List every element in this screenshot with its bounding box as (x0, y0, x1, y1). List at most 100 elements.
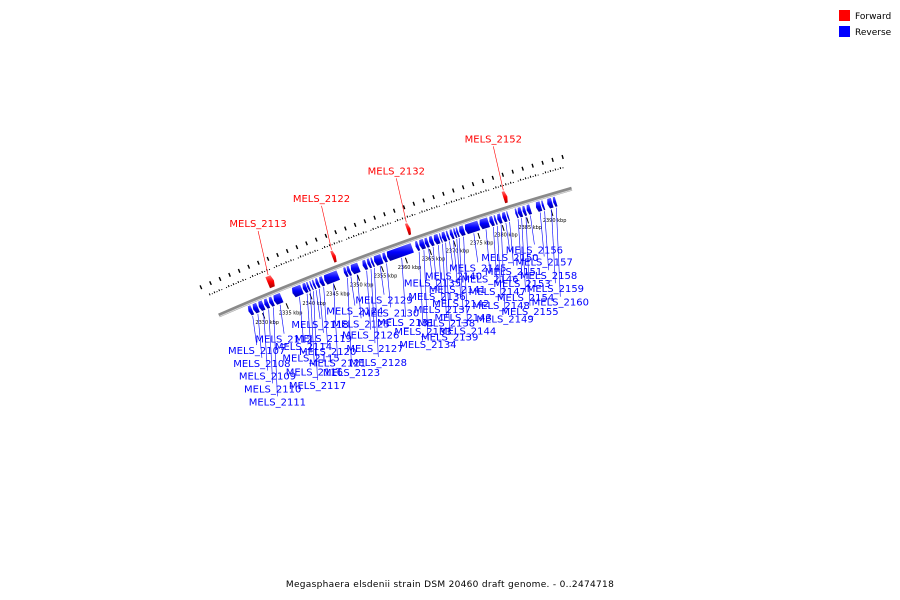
leader-line (379, 265, 385, 295)
ruler-tick-label: 2385 kbp (518, 225, 542, 231)
ruler-minor-tick (309, 251, 312, 254)
ruler-mid-tick (373, 215, 376, 220)
ruler-major-tick (404, 257, 408, 264)
ruler-minor-tick (396, 219, 399, 222)
gene-label: MELS_2151 (485, 267, 542, 278)
ruler-minor-tick (261, 270, 263, 274)
leader-line (306, 293, 312, 353)
gene-arrow-mels-2119 (315, 278, 321, 289)
gene-label: MELS_2119 (295, 334, 352, 345)
leader-line (544, 211, 549, 271)
ruler-tick-label: 2350 kbp (350, 283, 374, 289)
gene-label: MELS_2123 (323, 368, 380, 379)
ruler-mid-tick (501, 172, 505, 177)
gene-label: MELS_2128 (350, 358, 407, 369)
leader-line (319, 288, 324, 333)
leader-line (268, 309, 273, 384)
leader-line (509, 221, 514, 266)
gene-arrow-mels-2129 (373, 254, 384, 266)
gene-arrow-mels-2152 (501, 191, 508, 204)
gene-arrow-mels-2159 (547, 197, 554, 209)
ruler-minor-tick (435, 205, 438, 208)
gene-label: MELS_2153 (493, 279, 550, 290)
ruler-minor-tick (372, 227, 374, 230)
leader-line (386, 263, 391, 308)
gene-label: MELS_2113 (229, 219, 286, 230)
gene-arrow-mels-2117 (309, 280, 314, 291)
gene-arrow-mels-2138 (438, 233, 443, 243)
ruler-major-tick (429, 249, 432, 256)
ruler-tick-label: 2390 kbp (543, 218, 567, 224)
leader-line (453, 239, 458, 285)
gene-label: MELS_2138 (418, 319, 475, 330)
gene-arrow-mels-2126 (362, 259, 369, 270)
legend: Forward Reverse (839, 10, 892, 38)
leader-line (310, 292, 315, 367)
gene-label: MELS_2133 (394, 327, 451, 338)
gene-arrow-mels-2146 (479, 217, 490, 230)
leader-line (299, 296, 304, 341)
ruler-mid-tick (209, 281, 212, 286)
leader-line (530, 215, 535, 245)
ruler-minor-tick (348, 236, 350, 239)
gene-label: MELS_2118 (291, 320, 348, 331)
ruler-minor-tick (485, 189, 487, 192)
ruler-mid-tick (531, 163, 534, 168)
leader-line (333, 283, 338, 358)
ruler-minor-tick (237, 280, 240, 284)
backbone-arc (218, 186, 573, 318)
gene-label: MELS_2140 (425, 271, 482, 282)
ruler-minor-tick (406, 215, 409, 218)
ruler-minor-tick (534, 174, 537, 177)
gene-label: MELS_2141 (429, 285, 486, 296)
gene-label: MELS_2121 (309, 358, 366, 369)
leader-line (350, 276, 356, 306)
gene-label: MELS_2139 (421, 333, 478, 344)
gene-label: MELS_2157 (516, 258, 573, 269)
ruler-minor-tick (500, 184, 502, 187)
ruler-minor-tick (213, 291, 216, 294)
gene-arrow-mels-2124 (346, 265, 352, 276)
ruler-mid-tick (334, 230, 338, 235)
ruler-major-tick (453, 240, 457, 247)
ruler-mid-tick (442, 191, 445, 196)
ruler-minor-tick (290, 259, 292, 262)
gene-arrow-mels-2107 (247, 305, 255, 316)
gene-label: MELS_2130 (362, 308, 419, 319)
map-caption: Megasphaera elsdenii strain DSM 20460 dr… (286, 580, 614, 590)
gene-label: MELS_2129 (355, 296, 412, 307)
ruler-minor-tick (421, 210, 423, 213)
leader-line (442, 243, 447, 318)
ruler-minor-tick (362, 231, 365, 234)
ruler-minor-tick (475, 192, 477, 195)
ruler-minor-tick (218, 289, 221, 292)
backbone-highlight (219, 189, 573, 317)
gene-label: MELS_2137 (414, 305, 471, 316)
gene-label: MELS_2148 (473, 301, 530, 312)
gene-label: MELS_2112 (255, 335, 312, 346)
leader-line (525, 216, 531, 306)
ruler-minor-tick (352, 234, 355, 238)
ruler-minor-tick (529, 175, 532, 178)
leader-line (505, 222, 511, 253)
ruler-minor-tick (544, 171, 547, 174)
gene-arrow-mels-2143 (455, 227, 460, 238)
gene-arrow-mels-2125 (350, 262, 361, 275)
leader-line (257, 313, 263, 358)
gene-label: MELS_2110 (244, 384, 301, 395)
leader-line (428, 248, 433, 278)
leader-line (458, 238, 464, 313)
leader-line (418, 251, 424, 326)
ruler-mid-tick (353, 222, 357, 227)
leader-line (493, 226, 498, 287)
gene-arrow-mels-2154 (517, 207, 524, 218)
gene-arrow-mels-2141 (449, 229, 455, 240)
ruler-minor-tick (480, 190, 482, 194)
gene-arrow-mels-2131 (386, 243, 414, 261)
gene-arrow-mels-2139 (441, 231, 448, 242)
gene-label: MELS_2159 (527, 284, 584, 295)
ruler-minor-tick (450, 200, 453, 203)
gene-arrow-mels-2140 (445, 230, 451, 241)
ruler-minor-tick (232, 282, 235, 286)
label-leader-lines (252, 146, 561, 397)
